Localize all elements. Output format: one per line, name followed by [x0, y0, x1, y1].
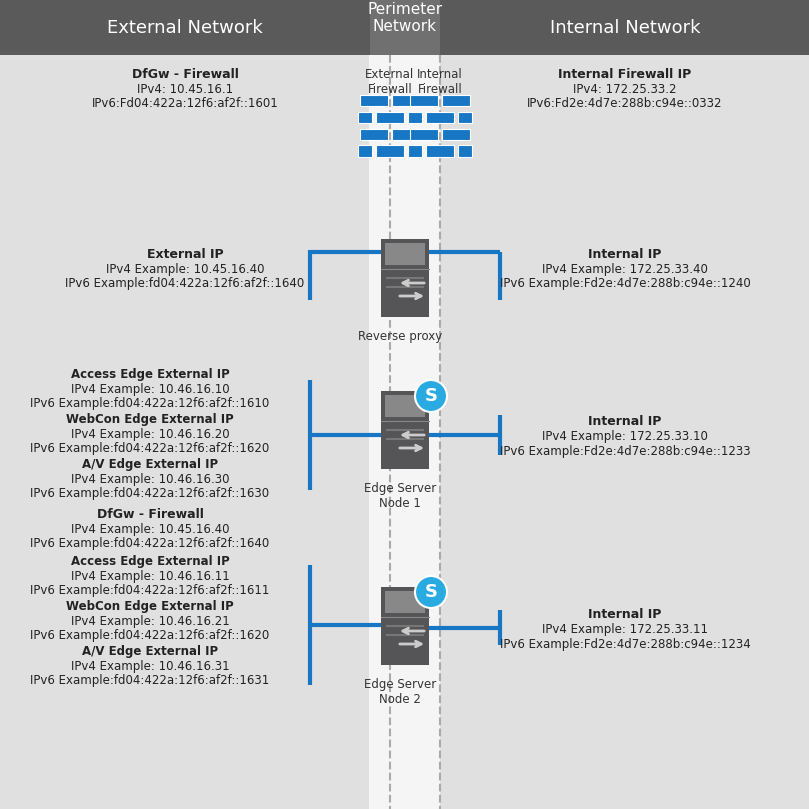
- Circle shape: [415, 576, 447, 608]
- Bar: [370, 0, 439, 809]
- Bar: [392, 95, 420, 106]
- Text: IPv6 Example:Fd2e:4d7e:288b:c94e::1240: IPv6 Example:Fd2e:4d7e:288b:c94e::1240: [500, 277, 751, 290]
- Text: IPv6:Fd04:422a:12f6:af2f::1601: IPv6:Fd04:422a:12f6:af2f::1601: [91, 97, 278, 110]
- Bar: [358, 146, 372, 157]
- Bar: [408, 146, 422, 157]
- Text: IPv4: 10.45.16.1: IPv4: 10.45.16.1: [137, 83, 233, 96]
- Text: IPv4 Example: 10.46.16.21: IPv4 Example: 10.46.16.21: [70, 615, 230, 628]
- Text: IPv4 Example: 10.46.16.10: IPv4 Example: 10.46.16.10: [70, 383, 229, 396]
- Bar: [442, 95, 470, 106]
- Bar: [381, 587, 429, 665]
- Bar: [360, 95, 388, 106]
- Text: IPv4: 172.25.33.2: IPv4: 172.25.33.2: [574, 83, 677, 96]
- Bar: [385, 591, 425, 613]
- Bar: [360, 129, 388, 140]
- Text: External IP: External IP: [146, 248, 223, 261]
- Text: S: S: [425, 387, 438, 405]
- Bar: [381, 391, 429, 469]
- Text: IPv6 Example:fd04:422a:12f6:af2f::1640: IPv6 Example:fd04:422a:12f6:af2f::1640: [31, 537, 269, 550]
- Bar: [408, 146, 422, 157]
- Text: IPv6 Example:fd04:422a:12f6:af2f::1620: IPv6 Example:fd04:422a:12f6:af2f::1620: [31, 442, 269, 455]
- Bar: [408, 112, 422, 123]
- Bar: [410, 95, 438, 106]
- Text: IPv4 Example: 172.25.33.10: IPv4 Example: 172.25.33.10: [542, 430, 708, 443]
- Text: Internal
Firewall: Internal Firewall: [417, 68, 463, 96]
- Text: S: S: [425, 583, 438, 601]
- Text: IPv4 Example: 10.45.16.40: IPv4 Example: 10.45.16.40: [106, 263, 265, 276]
- Bar: [385, 243, 425, 265]
- Text: Reverse proxy: Reverse proxy: [358, 330, 443, 343]
- Text: Internal IP: Internal IP: [588, 248, 662, 261]
- Bar: [426, 146, 454, 157]
- Text: WebCon Edge External IP: WebCon Edge External IP: [66, 413, 234, 426]
- Text: Internal Firewall IP: Internal Firewall IP: [558, 68, 692, 81]
- Bar: [370, 0, 440, 55]
- Bar: [0, 0, 370, 809]
- Text: DfGw - Firewall: DfGw - Firewall: [96, 508, 203, 521]
- Bar: [408, 112, 422, 123]
- Bar: [392, 129, 420, 140]
- Text: Edge Server
Node 2: Edge Server Node 2: [364, 678, 436, 706]
- Text: WebCon Edge External IP: WebCon Edge External IP: [66, 600, 234, 613]
- Text: Internal Network: Internal Network: [550, 19, 701, 37]
- Text: Internal IP: Internal IP: [588, 415, 662, 428]
- Text: A/V Edge External IP: A/V Edge External IP: [82, 645, 218, 658]
- Text: Perimeter
Network: Perimeter Network: [367, 2, 443, 34]
- Bar: [426, 112, 454, 123]
- Bar: [458, 112, 472, 123]
- Bar: [458, 146, 472, 157]
- Bar: [385, 395, 425, 417]
- Text: IPv6 Example:fd04:422a:12f6:af2f::1640: IPv6 Example:fd04:422a:12f6:af2f::1640: [66, 277, 305, 290]
- Text: IPv4 Example: 10.46.16.20: IPv4 Example: 10.46.16.20: [70, 428, 229, 441]
- Text: IPv4 Example: 172.25.33.40: IPv4 Example: 172.25.33.40: [542, 263, 708, 276]
- Text: IPv4 Example: 10.45.16.40: IPv4 Example: 10.45.16.40: [70, 523, 229, 536]
- Bar: [381, 239, 429, 317]
- Text: IPv6 Example:fd04:422a:12f6:af2f::1620: IPv6 Example:fd04:422a:12f6:af2f::1620: [31, 629, 269, 642]
- Text: IPv6 Example:fd04:422a:12f6:af2f::1630: IPv6 Example:fd04:422a:12f6:af2f::1630: [31, 487, 269, 500]
- Text: IPv4 Example: 172.25.33.11: IPv4 Example: 172.25.33.11: [542, 623, 708, 636]
- Bar: [376, 112, 404, 123]
- Bar: [410, 129, 438, 140]
- Text: Access Edge External IP: Access Edge External IP: [70, 555, 230, 568]
- Text: DfGw - Firewall: DfGw - Firewall: [132, 68, 239, 81]
- Text: IPv6 Example:Fd2e:4d7e:288b:c94e::1234: IPv6 Example:Fd2e:4d7e:288b:c94e::1234: [500, 638, 751, 651]
- Bar: [376, 146, 404, 157]
- Text: A/V Edge External IP: A/V Edge External IP: [82, 458, 218, 471]
- Bar: [369, 0, 441, 809]
- Circle shape: [415, 380, 447, 412]
- Bar: [370, 0, 440, 809]
- Bar: [440, 0, 809, 809]
- Text: External Network: External Network: [107, 19, 263, 37]
- Text: IPv6:Fd2e:4d7e:288b:c94e::0332: IPv6:Fd2e:4d7e:288b:c94e::0332: [527, 97, 722, 110]
- Text: IPv6 Example:fd04:422a:12f6:af2f::1610: IPv6 Example:fd04:422a:12f6:af2f::1610: [31, 397, 269, 410]
- Text: IPv4 Example: 10.46.16.31: IPv4 Example: 10.46.16.31: [70, 660, 229, 673]
- Text: Access Edge External IP: Access Edge External IP: [70, 368, 230, 381]
- Text: IPv4 Example: 10.46.16.30: IPv4 Example: 10.46.16.30: [70, 473, 229, 486]
- Bar: [0, 0, 370, 55]
- Bar: [440, 0, 809, 55]
- Text: IPv6 Example:fd04:422a:12f6:af2f::1631: IPv6 Example:fd04:422a:12f6:af2f::1631: [31, 674, 269, 687]
- Text: Internal IP: Internal IP: [588, 608, 662, 621]
- Bar: [358, 112, 372, 123]
- Text: IPv4 Example: 10.46.16.11: IPv4 Example: 10.46.16.11: [70, 570, 230, 583]
- Text: IPv6 Example:Fd2e:4d7e:288b:c94e::1233: IPv6 Example:Fd2e:4d7e:288b:c94e::1233: [500, 445, 750, 458]
- Text: Edge Server
Node 1: Edge Server Node 1: [364, 482, 436, 510]
- Text: IPv6 Example:fd04:422a:12f6:af2f::1611: IPv6 Example:fd04:422a:12f6:af2f::1611: [30, 584, 269, 597]
- Bar: [442, 129, 470, 140]
- Text: External
Firewall: External Firewall: [366, 68, 415, 96]
